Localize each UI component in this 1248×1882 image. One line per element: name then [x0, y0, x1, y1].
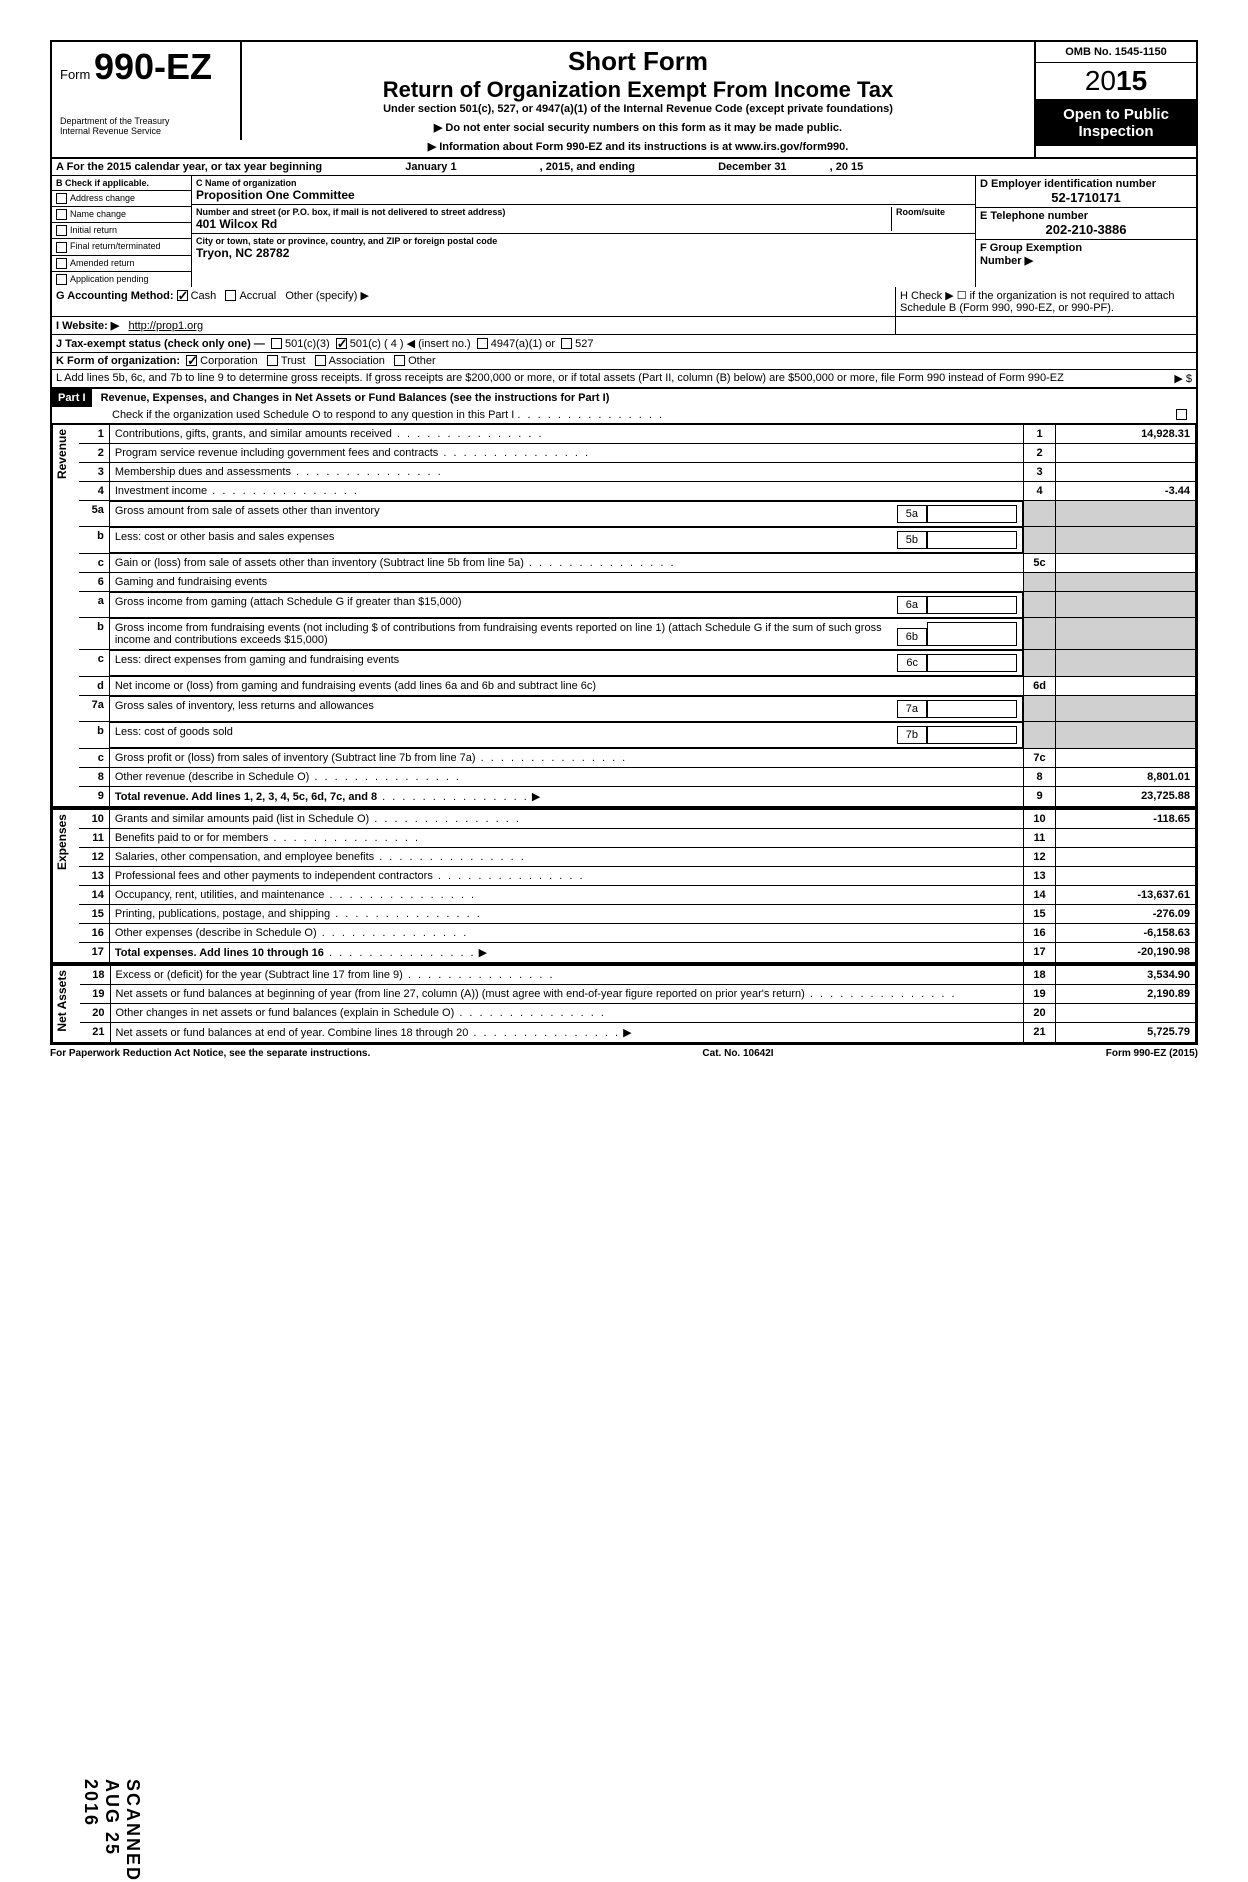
chk-assoc[interactable] [315, 355, 326, 366]
chk-501c[interactable] [336, 338, 347, 349]
scanned-stamp: SCANNED AUG 25 2016 [80, 1779, 143, 1882]
short-form: Short Form [250, 46, 1026, 77]
part1-title: Revenue, Expenses, and Changes in Net As… [95, 389, 616, 407]
footer-right: Form 990-EZ (2015) [1106, 1048, 1198, 1059]
chk-accrual[interactable] [225, 290, 236, 301]
note-ssn: ▶ Do not enter social security numbers o… [250, 121, 1026, 134]
chk-501c3[interactable] [271, 338, 282, 349]
chk-4947[interactable] [477, 338, 488, 349]
dept-label: Department of the Treasury Internal Reve… [60, 116, 232, 136]
chk-other[interactable] [394, 355, 405, 366]
row-j: J Tax-exempt status (check only one) — 5… [50, 335, 1198, 353]
omb-number: OMB No. 1545-1150 [1036, 42, 1196, 63]
note-info: ▶ Information about Form 990-EZ and its … [250, 140, 1026, 153]
chk-address[interactable]: Address change [52, 191, 191, 207]
footer-mid: Cat. No. 10642I [702, 1048, 773, 1059]
row-l: L Add lines 5b, 6c, and 7b to line 9 to … [50, 370, 1198, 389]
city-label: City or town, state or province, country… [196, 236, 971, 246]
revenue-side: Revenue [52, 424, 79, 807]
website: http://prop1.org [128, 320, 203, 332]
form-prefix: Form [60, 67, 90, 82]
netassets-side: Net Assets [52, 965, 80, 1043]
row-g: G Accounting Method: Cash Accrual Other … [50, 287, 1198, 317]
ein: 52-1710171 [980, 190, 1192, 205]
title-box: Short Form Return of Organization Exempt… [242, 42, 1036, 157]
org-city: Tryon, NC 28782 [196, 246, 971, 260]
addr-label: Number and street (or P.O. box, if mail … [196, 207, 891, 217]
chk-final[interactable]: Final return/terminated [52, 239, 191, 255]
org-addr: 401 Wilcox Rd [196, 217, 891, 231]
revenue-table: 1Contributions, gifts, grants, and simil… [79, 424, 1196, 807]
col-c-org: C Name of organization Proposition One C… [192, 176, 976, 287]
return-title: Return of Organization Exempt From Incom… [250, 77, 1026, 103]
chk-pending[interactable]: Application pending [52, 272, 191, 287]
tax-year: 2015 [1036, 63, 1196, 100]
chk-amended[interactable]: Amended return [52, 256, 191, 272]
section-bcd: B Check if applicable. Address change Na… [50, 176, 1198, 287]
revenue-block: Revenue 1Contributions, gifts, grants, a… [50, 424, 1198, 809]
row-a-period: A For the 2015 calendar year, or tax yea… [50, 159, 1198, 176]
h-text: H Check ▶ ☐ if the organization is not r… [900, 290, 1175, 314]
chk-527[interactable] [561, 338, 572, 349]
open-inspection: Open to Public Inspection [1036, 100, 1196, 146]
phone: 202-210-3886 [980, 222, 1192, 237]
footer: For Paperwork Reduction Act Notice, see … [50, 1045, 1198, 1059]
chk-trust[interactable] [267, 355, 278, 366]
chk-cash[interactable] [177, 290, 188, 301]
form-header: Form 990-EZ Department of the Treasury I… [50, 40, 1198, 159]
expenses-table: 10Grants and similar amounts paid (list … [79, 809, 1196, 963]
c-label: C Name of organization [196, 178, 971, 188]
netassets-block: Net Assets 18Excess or (deficit) for the… [50, 965, 1198, 1045]
part1-header: Part I Revenue, Expenses, and Changes in… [50, 389, 1198, 424]
chk-name[interactable]: Name change [52, 207, 191, 223]
footer-left: For Paperwork Reduction Act Notice, see … [50, 1048, 370, 1059]
b-header: B Check if applicable. [52, 176, 191, 191]
omb-box: OMB No. 1545-1150 2015 Open to Public In… [1036, 42, 1196, 146]
col-b-checkboxes: B Check if applicable. Address change Na… [52, 176, 192, 287]
f-label: F Group Exemption Number ▶ [976, 240, 1196, 269]
row-k: K Form of organization: Corporation Trus… [50, 353, 1198, 370]
netassets-table: 18Excess or (deficit) for the year (Subt… [80, 965, 1196, 1043]
expenses-block: Expenses 10Grants and similar amounts pa… [50, 809, 1198, 965]
expenses-side: Expenses [52, 809, 79, 963]
org-name: Proposition One Committee [196, 188, 971, 202]
room-label: Room/suite [896, 207, 971, 217]
row-i: I Website: ▶ http://prop1.org [50, 317, 1198, 335]
chk-initial[interactable]: Initial return [52, 223, 191, 239]
d-label: D Employer identification number [980, 178, 1192, 190]
form-number: 990-EZ [94, 46, 212, 87]
chk-corp[interactable] [186, 355, 197, 366]
chk-schedule-o[interactable] [1176, 409, 1187, 420]
col-d-right: D Employer identification number 52-1710… [976, 176, 1196, 287]
under-section: Under section 501(c), 527, or 4947(a)(1)… [250, 103, 1026, 115]
form-page: Form 990-EZ Department of the Treasury I… [50, 40, 1198, 1059]
part1-label: Part I [52, 389, 92, 407]
part1-check-text: Check if the organization used Schedule … [112, 409, 514, 421]
form-number-box: Form 990-EZ Department of the Treasury I… [52, 42, 242, 140]
e-label: E Telephone number [980, 210, 1192, 222]
